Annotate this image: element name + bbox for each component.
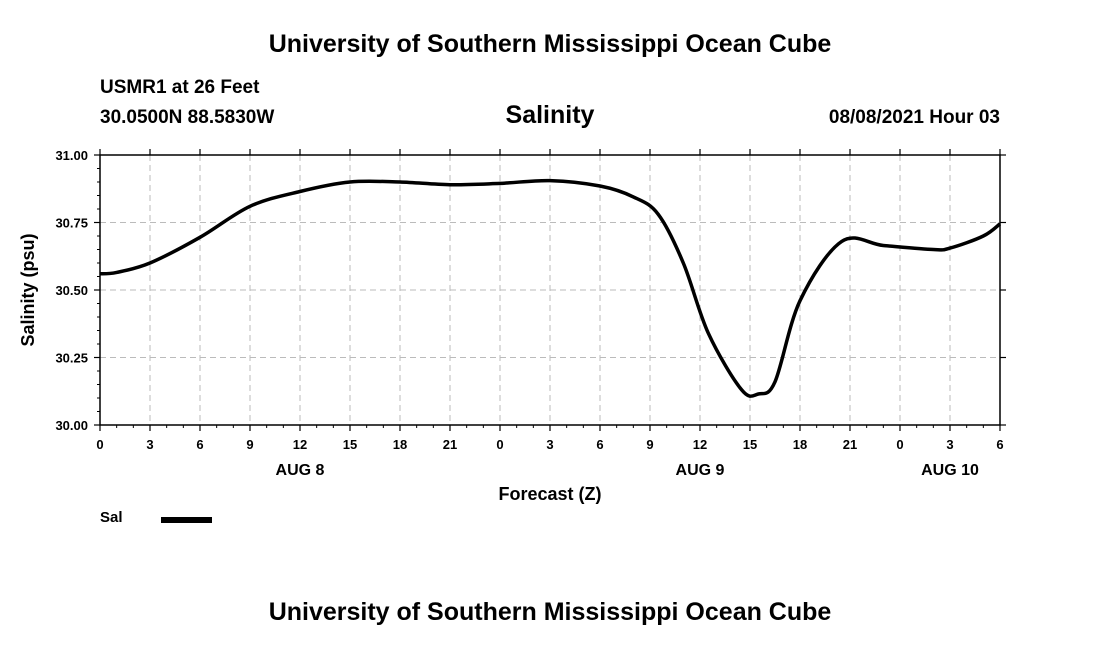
legend-line-swatch bbox=[161, 517, 212, 523]
y-tick-label: 30.75 bbox=[55, 216, 88, 231]
date-label: AUG 8 bbox=[276, 462, 325, 479]
x-tick-label: 6 bbox=[596, 437, 603, 452]
x-tick-label: 21 bbox=[843, 437, 857, 452]
x-tick-label: 6 bbox=[996, 437, 1003, 452]
y-axis-label: Salinity (psu) bbox=[18, 233, 38, 346]
x-tick-label: 9 bbox=[246, 437, 253, 452]
y-tick-label: 30.00 bbox=[55, 418, 88, 433]
x-tick-label: 0 bbox=[496, 437, 503, 452]
x-tick-label: 15 bbox=[743, 437, 757, 452]
grid-lines bbox=[100, 155, 1000, 425]
date-label: AUG 9 bbox=[676, 462, 725, 479]
datetime-label: 08/08/2021 Hour 03 bbox=[828, 107, 1000, 128]
station-label: USMR1 at 26 Feet bbox=[100, 77, 260, 98]
x-tick-label: 0 bbox=[96, 437, 103, 452]
chart-title: Salinity bbox=[505, 101, 595, 129]
x-tick-label: 12 bbox=[693, 437, 707, 452]
x-tick-label: 9 bbox=[646, 437, 653, 452]
x-tick-label: 12 bbox=[293, 437, 307, 452]
top-title: University of Southern Mississippi Ocean… bbox=[268, 30, 832, 58]
x-tick-label: 18 bbox=[793, 437, 807, 452]
x-tick-label: 18 bbox=[393, 437, 407, 452]
x-tick-label: 21 bbox=[443, 437, 457, 452]
date-label: AUG 10 bbox=[921, 462, 979, 479]
y-tick-label: 31.00 bbox=[55, 148, 88, 163]
x-axis: 0 3 6 9 12 15 18 21 0 3 6 9 12 15 18 21 0 3 6 AUG 8 AUG 9 AUG… bbox=[96, 149, 1004, 479]
coordinates-label: 30.0500N 88.5830W bbox=[100, 107, 275, 128]
x-tick-label: 3 bbox=[946, 437, 953, 452]
y-tick-label: 30.25 bbox=[55, 351, 88, 366]
y-axis: 30.00 30.25 30.50 30.75 31.00 bbox=[55, 148, 1006, 433]
x-axis-label: Forecast (Z) bbox=[498, 484, 601, 504]
bottom-title: University of Southern Mississippi Ocean… bbox=[268, 598, 832, 626]
x-tick-label: 6 bbox=[196, 437, 203, 452]
y-tick-label: 30.50 bbox=[55, 283, 88, 298]
x-tick-label: 3 bbox=[546, 437, 553, 452]
series-line-sal bbox=[99, 178, 1002, 398]
x-tick-label: 0 bbox=[896, 437, 903, 452]
x-tick-label: 3 bbox=[146, 437, 153, 452]
x-tick-label: 15 bbox=[343, 437, 357, 452]
legend-label: Sal bbox=[100, 509, 123, 526]
series-group bbox=[99, 178, 1002, 398]
